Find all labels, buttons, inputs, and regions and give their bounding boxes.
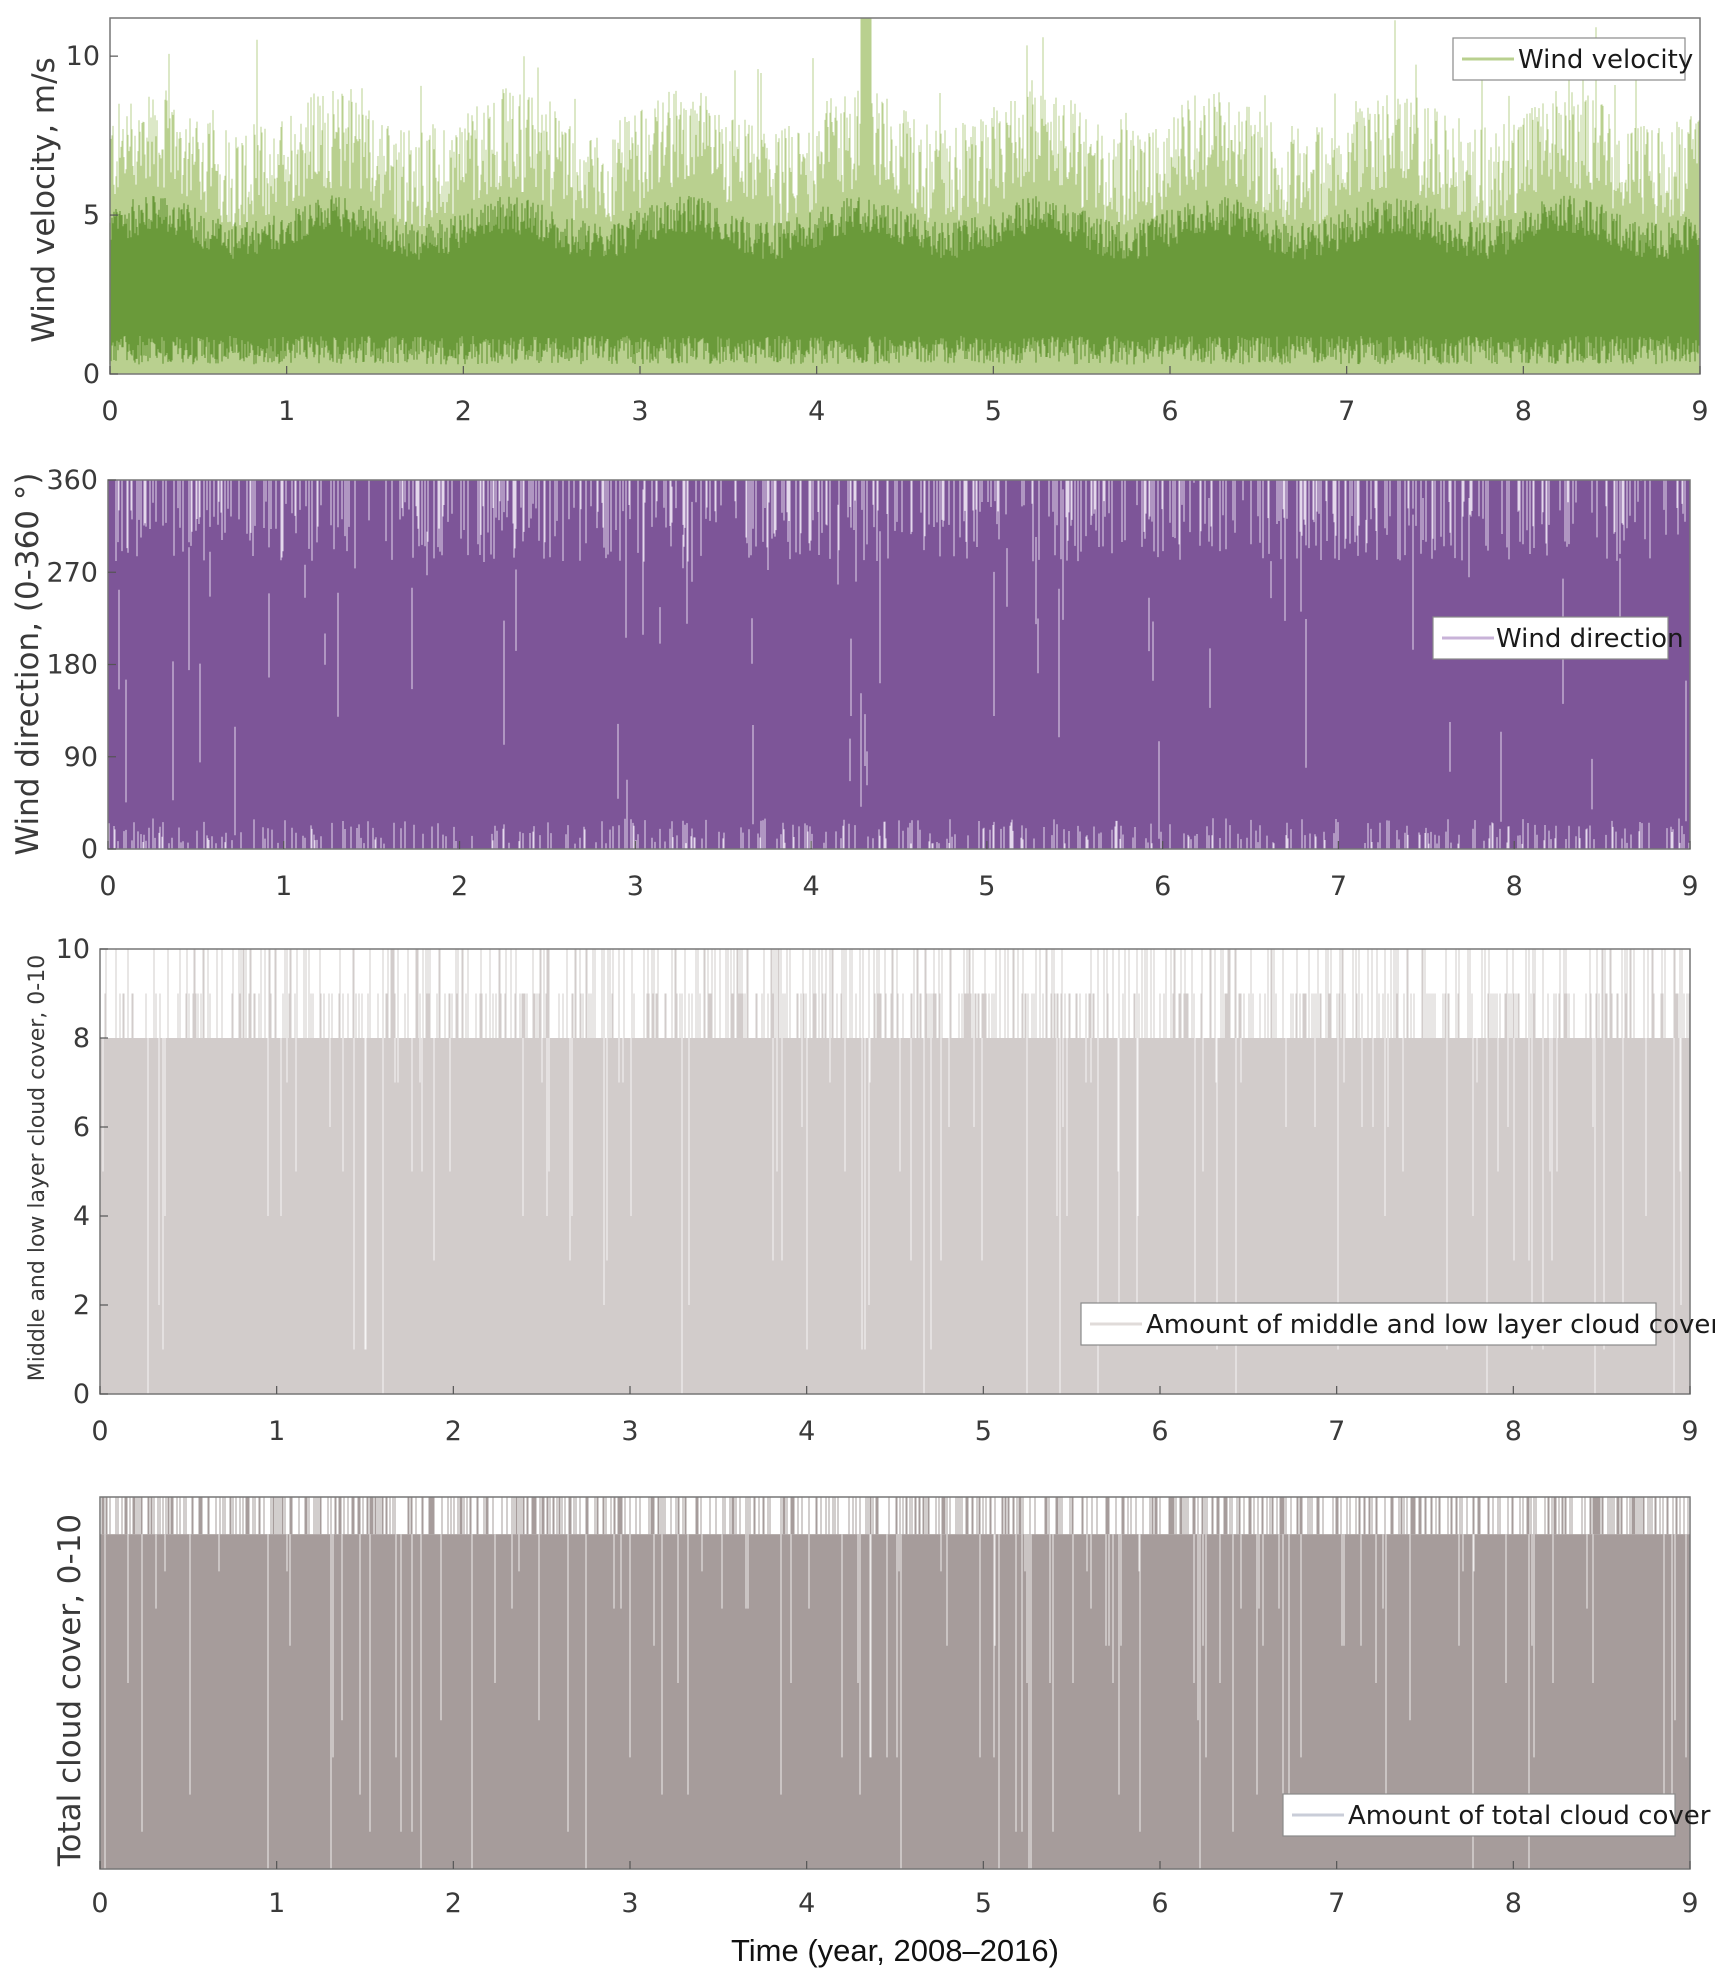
y-ticks: 0 5 10 [66,41,118,390]
x-tick-label: 8 [1506,871,1523,902]
x-tick-label: 8 [1505,1888,1522,1919]
y-tick-label: 8 [73,1023,90,1054]
x-axis-label: Time (year, 2008–2016) [731,1933,1059,1968]
y-axis-label: Wind velocity, m/s [26,57,62,342]
y-tick-label: 360 [46,465,98,496]
legend[interactable]: Wind velocity [1452,37,1693,81]
x-tick-label: 3 [621,1416,638,1447]
x-tick-label: 1 [275,871,292,902]
y-ticks: 0 2 4 6 8 10 [56,934,108,1410]
y-tick-label: 90 [64,742,98,773]
x-tick-label: 8 [1505,1416,1522,1447]
x-tick-label: 1 [268,1888,285,1919]
y-tick-label: 270 [46,557,98,588]
x-tick-label: 7 [1328,1888,1345,1919]
x-tick-label: 0 [91,1416,108,1447]
panel-wind-direction: 0 90 180 270 360 0 1 2 3 4 5 6 7 8 9 Wind direction, … [10,465,1699,902]
x-tick-label: 0 [91,1888,108,1919]
series-gaps [104,1534,1687,1869]
x-tick-label: 7 [1338,396,1355,427]
y-tick-label: 5 [83,200,100,231]
plot-frame [99,948,1691,1395]
y-tick-label: 2 [73,1290,90,1321]
x-tick-label: 5 [975,1888,992,1919]
x-tick-label: 0 [101,396,118,427]
legend[interactable]: Amount of middle and low layer cloud cov… [1080,1302,1715,1346]
y-tick-label: 0 [73,1379,90,1410]
plot-frame [99,1496,1691,1870]
x-tick-label: 9 [1681,1416,1698,1447]
panel-mid-low-cloud-cover: 0 2 4 6 8 10 0 1 2 3 4 5 6 7 8 9 Middle and low layer … [25,934,1715,1447]
x-tick-label: 4 [798,1888,815,1919]
y-tick-label: 10 [56,934,90,965]
y-tick-label: 0 [83,359,100,390]
x-tick-label: 6 [1151,1888,1168,1919]
x-tick-label: 6 [1151,1416,1168,1447]
x-tick-label: 9 [1681,871,1698,902]
x-tick-label: 0 [99,871,116,902]
y-axis-label: Middle and low layer cloud cover, 0-10 [25,955,50,1381]
x-tick-label: 7 [1328,1416,1345,1447]
x-tick-label: 9 [1681,1888,1698,1919]
series-top [101,1497,1689,1535]
x-tick-label: 6 [1154,871,1171,902]
x-tick-label: 4 [808,396,825,427]
x-tick-label: 2 [455,396,472,427]
y-tick-label: 180 [46,650,98,681]
x-tick-label: 7 [1330,871,1347,902]
wind-direction-series [107,480,1690,849]
legend[interactable]: Wind direction [1432,616,1684,660]
legend-label: Amount of total cloud cover [1348,1801,1711,1831]
legend[interactable]: Amount of total cloud cover [1282,1793,1711,1837]
y-tick-label: 10 [66,41,100,72]
panel-total-cloud-cover: 0 1 2 3 4 5 6 7 8 9 Total cloud cover, 0-10 Amoun… [52,1496,1711,1919]
legend-label: Wind velocity [1518,45,1693,75]
y-axis-label: Total cloud cover, 0-10 [52,1514,88,1867]
x-tick-label: 4 [803,871,820,902]
legend-label: Amount of middle and low layer cloud cov… [1146,1310,1715,1340]
panel-wind-velocity: 0 5 10 0 1 2 3 4 5 6 7 8 9 Wind velocity, m/s Wind … [26,17,1709,427]
x-tick-label: 4 [798,1416,815,1447]
x-tick-label: 3 [627,871,644,902]
x-ticks: 0 1 2 3 4 5 6 7 8 9 [91,1386,1699,1447]
legend-label: Wind direction [1496,624,1684,654]
y-tick-label: 0 [81,834,98,865]
x-ticks: 0 1 2 3 4 5 6 7 8 9 [101,366,1709,427]
x-tick-label: 6 [1161,396,1178,427]
series-top [99,949,1690,1038]
legend-box [1282,1793,1676,1837]
x-tick-label: 5 [978,871,995,902]
x-tick-label: 3 [621,1888,638,1919]
plot-frame [109,17,1701,375]
y-tick-label: 4 [73,1201,90,1232]
x-ticks: 0 1 2 3 4 5 6 7 8 9 [91,1861,1699,1919]
x-tick-label: 1 [268,1416,285,1447]
x-tick-label: 2 [451,871,468,902]
legend-box [1080,1302,1657,1346]
series-gaps [102,1038,1682,1394]
x-tick-label: 9 [1691,396,1708,427]
x-tick-label: 3 [631,396,648,427]
y-tick-label: 6 [73,1112,90,1143]
x-tick-label: 1 [278,396,295,427]
x-tick-label: 2 [445,1888,462,1919]
x-tick-label: 5 [975,1416,992,1447]
x-ticks: 0 1 2 3 4 5 6 7 8 9 [99,841,1699,902]
y-ticks: 0 90 180 270 360 [46,465,116,865]
x-tick-label: 2 [445,1416,462,1447]
x-tick-label: 8 [1515,396,1532,427]
y-axis-label: Wind direction, (0-360 °) [10,473,46,856]
x-tick-label: 5 [985,396,1002,427]
